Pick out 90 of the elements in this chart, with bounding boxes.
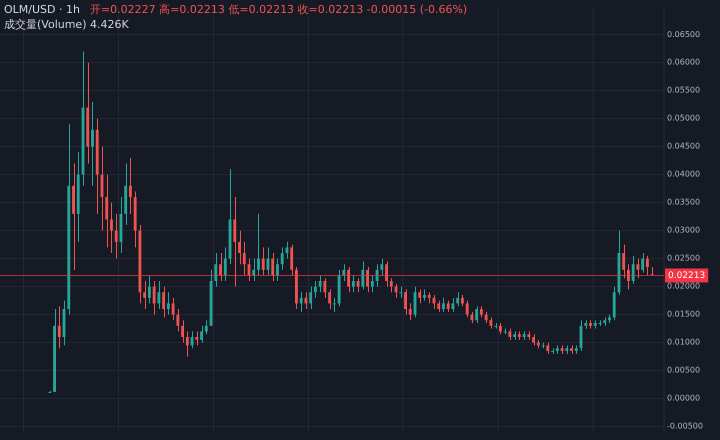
candlestick — [646, 255, 649, 276]
candlestick — [385, 260, 388, 288]
candlestick — [181, 320, 184, 344]
candlestick — [475, 306, 478, 324]
candlestick — [190, 330, 194, 349]
candlestick — [641, 252, 644, 274]
candlestick — [152, 280, 156, 316]
candlestick — [314, 280, 317, 298]
candlestick — [452, 297, 454, 312]
candlestick — [366, 266, 369, 293]
y-tick-label: 0.04000 — [667, 170, 700, 179]
candlestick — [636, 258, 640, 279]
y-tick-label: -0.00500 — [667, 422, 703, 431]
ref-line-label: 0.02213 — [668, 270, 706, 281]
chart-title: OLM/USD · 1h — [4, 3, 80, 16]
candlestick — [432, 294, 436, 310]
candlestick — [466, 300, 469, 318]
candlestick — [318, 274, 322, 293]
candlestick — [176, 308, 180, 332]
candlestick — [91, 101, 94, 186]
y-tick-label: 0.01000 — [667, 338, 700, 347]
candlestick — [484, 311, 488, 324]
candlestick — [238, 230, 241, 265]
candlestick — [356, 278, 360, 293]
candlestick — [266, 246, 270, 276]
candlestick — [248, 258, 250, 282]
candlestick — [532, 334, 535, 346]
candlestick — [627, 264, 630, 290]
y-tick-label: 0.03000 — [667, 226, 700, 235]
y-tick-label: 0.04500 — [667, 142, 700, 151]
candlestick — [110, 202, 113, 254]
candlestick — [394, 283, 398, 298]
annotation: 开=0.02227 高=0.02213 低=0.02213 收=0.02213 -0.00015 (-0.66%) — [90, 3, 468, 16]
candlestick — [300, 292, 303, 312]
candlestick — [172, 297, 175, 321]
candlestick — [257, 213, 260, 276]
candlestick — [262, 246, 265, 276]
y-tick-label: 0.00000 — [667, 394, 700, 403]
candlestick — [328, 288, 332, 310]
candlestick — [470, 311, 474, 324]
candlestick — [598, 320, 602, 326]
candlestick — [276, 258, 279, 282]
y-tick-label: 0.00500 — [667, 366, 700, 375]
candlestick — [186, 330, 189, 358]
candlestick — [114, 213, 118, 260]
candlestick — [200, 325, 203, 344]
candlestick — [195, 330, 198, 346]
candlestick — [423, 288, 426, 302]
candlestick — [219, 252, 222, 282]
candlestick — [347, 266, 350, 293]
candlestick — [418, 288, 422, 304]
candlestick — [489, 316, 492, 330]
candlestick — [352, 274, 355, 293]
candlestick — [428, 292, 431, 304]
candlestick — [551, 348, 554, 354]
candlestick — [361, 260, 364, 290]
y-tick-label: 0.06000 — [667, 58, 700, 67]
candlestick — [414, 286, 416, 318]
candlestick — [399, 286, 402, 298]
candlestick — [309, 286, 312, 310]
candlestick — [376, 264, 378, 288]
candlestick — [129, 157, 132, 214]
candlestick — [498, 322, 502, 335]
candlestick — [148, 274, 151, 304]
y-tick-label: 0.06500 — [667, 30, 700, 39]
candlestick — [404, 288, 407, 316]
candlestick — [380, 258, 384, 276]
candlestick — [162, 286, 166, 318]
annotation: 成交量(Volume) 4.426K — [4, 17, 130, 32]
candlestick — [100, 146, 104, 232]
y-tick-label: 0.02000 — [667, 282, 700, 291]
candlestick — [304, 292, 308, 310]
y-tick-label: 0.03500 — [667, 198, 700, 207]
candlestick — [286, 241, 288, 260]
y-tick-label: 0.01500 — [667, 310, 700, 319]
candlestick — [342, 264, 346, 282]
y-tick-label: 0.05500 — [667, 86, 700, 95]
candlestick — [632, 255, 635, 284]
candlestick — [480, 306, 483, 318]
candlestick — [332, 297, 336, 312]
candlestick — [166, 292, 170, 316]
y-tick-label: 0.05000 — [667, 114, 700, 123]
candlestick — [461, 294, 464, 307]
y-tick-label: 0.02500 — [667, 254, 700, 263]
candlestick — [508, 328, 512, 340]
candlestick — [157, 280, 160, 310]
candlestick — [580, 320, 582, 352]
candlestick — [143, 280, 146, 310]
candlestick — [442, 297, 445, 312]
candlestick — [323, 278, 326, 298]
